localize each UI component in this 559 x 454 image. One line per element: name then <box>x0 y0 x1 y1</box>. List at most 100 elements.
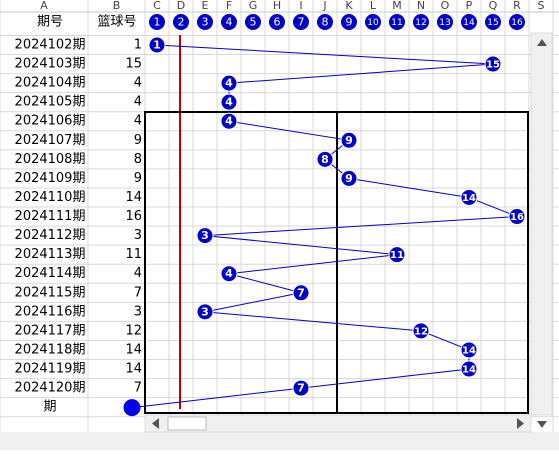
number-badge <box>245 14 261 30</box>
period: 2024112期 <box>15 228 86 243</box>
point <box>220 74 238 92</box>
point <box>388 246 406 264</box>
point-label: 14 <box>462 193 476 204</box>
value: 7 <box>134 381 142 396</box>
point <box>220 265 238 283</box>
header-value: 篮球号 <box>97 15 136 30</box>
scroll-left[interactable] <box>152 418 159 429</box>
value: 14 <box>125 362 142 377</box>
value: 11 <box>125 247 142 262</box>
point-label: 9 <box>345 134 353 147</box>
point <box>340 131 358 149</box>
column-letter: H <box>273 0 281 12</box>
point <box>220 112 238 130</box>
point <box>220 93 238 111</box>
number-badge <box>461 14 477 30</box>
period: 2024107期 <box>15 133 86 148</box>
point <box>292 284 310 302</box>
end-dot <box>123 399 141 417</box>
value: 14 <box>125 190 142 205</box>
point <box>412 322 430 340</box>
number-badge <box>149 14 165 30</box>
point <box>460 360 478 378</box>
value: 4 <box>134 266 142 281</box>
period: 2024108期 <box>15 152 86 167</box>
period: 2024119期 <box>15 362 86 377</box>
value: 1 <box>134 38 142 53</box>
value: 4 <box>134 76 142 91</box>
value: 4 <box>134 114 142 129</box>
h-scrollbar <box>144 414 532 433</box>
period: 2024103期 <box>15 57 86 72</box>
number-label: 9 <box>346 16 353 29</box>
column-letter: O <box>441 0 450 12</box>
point <box>148 36 166 54</box>
point <box>196 227 214 245</box>
column-letter: N <box>417 0 425 12</box>
point-label: 9 <box>345 172 353 185</box>
header-period: 期号 <box>37 15 63 30</box>
point <box>460 188 478 206</box>
point <box>340 169 358 187</box>
number-label: 11 <box>391 18 402 28</box>
point-label: 16 <box>510 212 524 223</box>
scroll-right[interactable] <box>517 418 524 429</box>
number-label: 14 <box>463 18 475 28</box>
period: 2024105期 <box>15 95 86 110</box>
column-letter: P <box>466 0 473 12</box>
point <box>292 379 310 397</box>
point-label: 1 <box>153 39 161 52</box>
value: 3 <box>134 304 142 319</box>
point-label: 7 <box>297 382 305 395</box>
point-label: 4 <box>225 77 233 90</box>
period: 2024115期 <box>15 285 86 300</box>
value: 12 <box>125 323 142 338</box>
column-letter: D <box>177 0 185 12</box>
period: 2024117期 <box>15 323 86 338</box>
column-letter: B <box>113 0 121 12</box>
value: 9 <box>134 171 142 186</box>
column-letter: K <box>345 0 353 12</box>
number-badge <box>293 14 309 30</box>
period: 2024118期 <box>15 342 86 357</box>
column-letter: L <box>370 0 377 12</box>
value: 14 <box>125 342 142 357</box>
number-badge <box>341 14 357 30</box>
status-area <box>0 432 559 450</box>
number-badge <box>485 14 501 30</box>
number-badge <box>389 14 405 30</box>
number-badge <box>173 14 189 30</box>
column-letter: C <box>153 0 161 12</box>
period: 2024110期 <box>15 190 86 205</box>
point-label: 12 <box>414 326 428 337</box>
point-label: 14 <box>462 345 476 356</box>
scroll-down[interactable] <box>537 421 547 428</box>
value: 16 <box>125 209 142 224</box>
point-label: 8 <box>321 153 329 166</box>
period: 2024114期 <box>15 266 86 281</box>
period: 2024111期 <box>15 209 86 224</box>
h-thumb[interactable] <box>167 416 207 431</box>
value: 3 <box>134 228 142 243</box>
point-label: 4 <box>225 115 233 128</box>
column-letter: F <box>226 0 232 12</box>
column-letter: S <box>538 0 545 12</box>
number-label: 10 <box>367 18 379 28</box>
number-label: 13 <box>439 18 450 28</box>
value: 4 <box>134 95 142 110</box>
number-badge <box>269 14 285 30</box>
number-badge <box>317 14 333 30</box>
period: 2024104期 <box>15 76 86 91</box>
point-label: 4 <box>225 267 233 280</box>
column-letter: G <box>249 0 258 12</box>
value: 8 <box>134 152 142 167</box>
column-letter: R <box>513 0 521 12</box>
column-letter: J <box>322 0 326 12</box>
period: 2024120期 <box>15 381 86 396</box>
tail-line <box>131 387 302 409</box>
period: 2024113期 <box>15 247 86 262</box>
point <box>460 341 478 359</box>
scroll-up[interactable] <box>537 39 547 46</box>
period: 2024116期 <box>15 304 86 319</box>
point-label: 4 <box>225 96 233 109</box>
